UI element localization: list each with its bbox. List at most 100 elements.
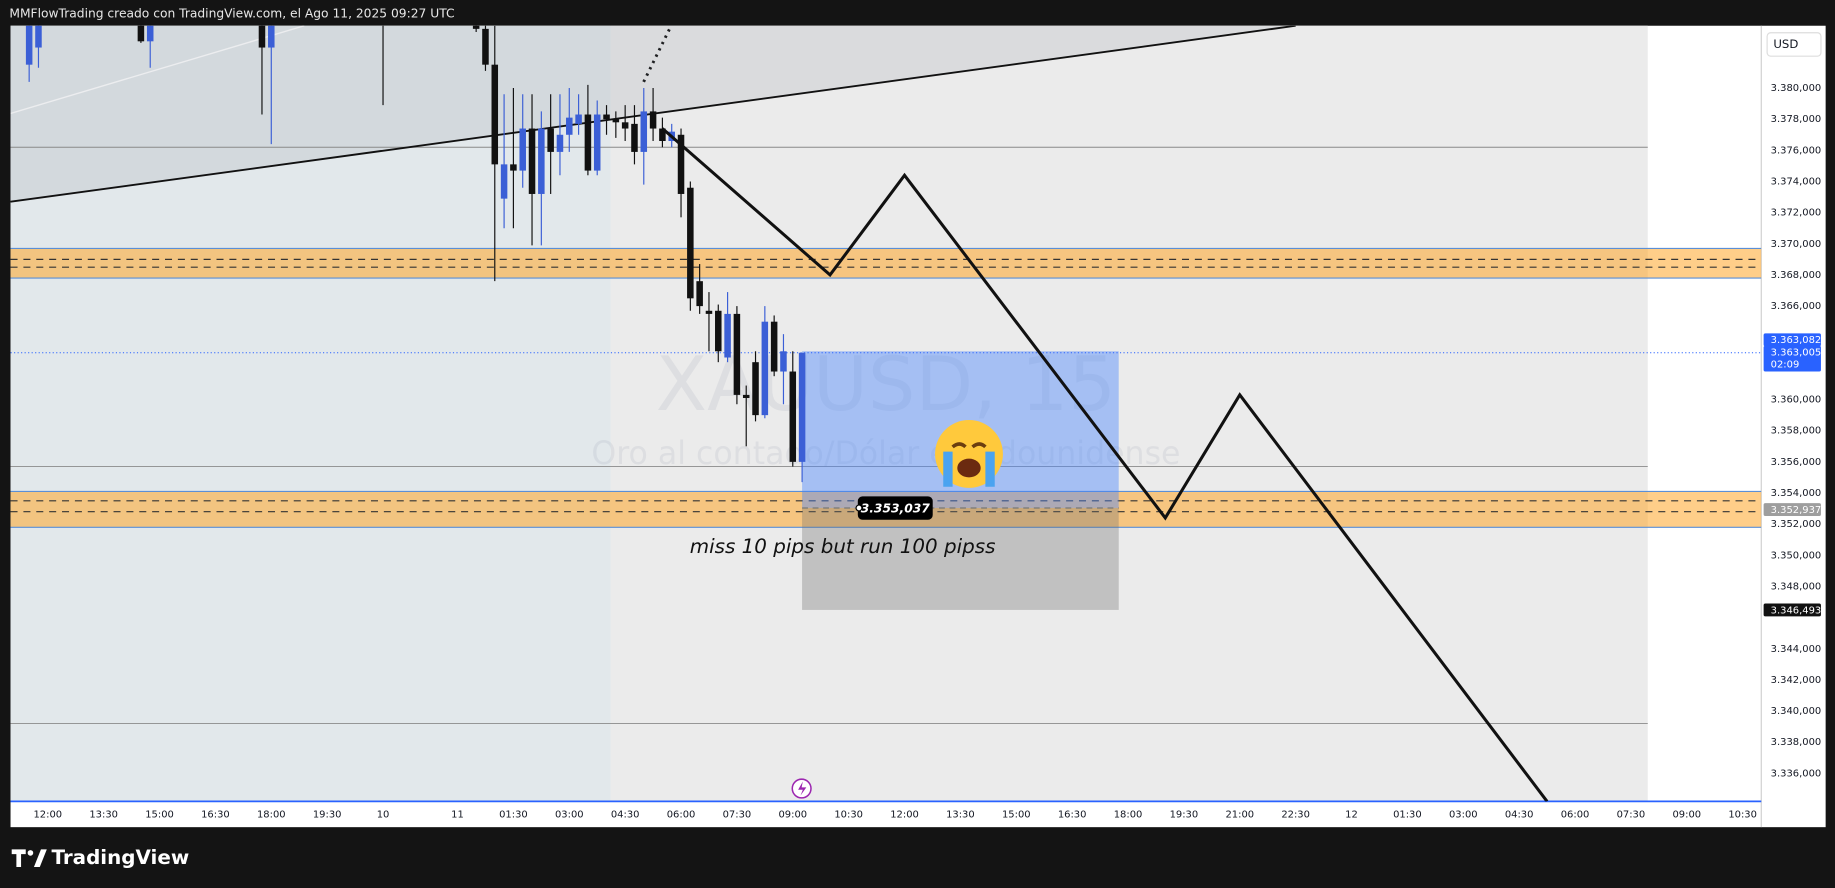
x-tick-label: 09:00 (1672, 809, 1701, 820)
candle-body (500, 164, 508, 199)
candle-body (528, 128, 536, 194)
candle-body (584, 114, 592, 171)
candle-body (761, 321, 769, 416)
candle-body (724, 313, 731, 358)
x-tick-label: 01:30 (1393, 809, 1422, 820)
candle-body (268, 25, 275, 48)
price-label: 3.363,005 (1771, 348, 1822, 359)
candle-body (705, 310, 713, 314)
candle-body (510, 164, 517, 171)
candle-body (547, 128, 554, 152)
y-tick-label: 3.354,000 (1771, 488, 1822, 499)
x-tick-label: 12 (1345, 809, 1358, 820)
candle-body (566, 117, 573, 135)
note: miss 10 pips but run 100 pipss (690, 535, 996, 558)
x-tick-label: 16:30 (201, 809, 230, 820)
y-tick-label: 3.368,000 (1771, 270, 1822, 281)
x-tick-label: 10 (377, 809, 390, 820)
y-tick-label: 3.350,000 (1771, 550, 1822, 561)
x-tick-label: 21:00 (1225, 809, 1254, 820)
candle-body (677, 134, 685, 194)
entry-label-bg (857, 496, 933, 520)
y-tick-label: 3.360,000 (1771, 395, 1822, 406)
candle-body (25, 25, 33, 65)
y-tick-label: 3.336,000 (1771, 768, 1822, 779)
zone (10, 248, 1762, 279)
candle-body (640, 111, 648, 152)
x-tick-label: 22:30 (1281, 809, 1310, 820)
candle-body (612, 119, 620, 123)
stop-box (802, 508, 1119, 610)
x-tick-label: 13:30 (946, 809, 975, 820)
x-tick-label: 19:30 (1170, 809, 1199, 820)
projection-path (661, 127, 1549, 802)
x-tick-label: 19:30 (313, 809, 342, 820)
x-tick-label: 11 (451, 809, 464, 820)
x-tick-label: 04:30 (1505, 809, 1534, 820)
price-label: 3.352,937 (1771, 505, 1822, 516)
x-tick-label: 18:00 (1114, 809, 1143, 820)
candle-body (575, 114, 582, 124)
x-tick-label: 04:30 (611, 809, 640, 820)
candle-body (649, 111, 657, 129)
y-tick-label: 3.380,000 (1771, 83, 1822, 94)
candle-body (696, 281, 703, 307)
x-tick-label: 01:30 (499, 809, 528, 820)
price-label: 3.346,493 (1771, 605, 1822, 616)
brand-logo (11, 849, 47, 867)
session-bg (10, 25, 611, 802)
price-label-bg (1763, 345, 1821, 372)
countdown: 02:09 (1771, 359, 1800, 370)
price-label-bg (1763, 503, 1821, 517)
x-tick-label: 18:00 (257, 809, 286, 820)
x-tick-label: 03:00 (1449, 809, 1478, 820)
y-tick-label: 3.372,000 (1771, 208, 1822, 219)
price-label-bg (1763, 333, 1821, 347)
candle-body (556, 134, 564, 152)
currency: USD (1773, 37, 1798, 51)
x-tick-label: 07:30 (723, 809, 752, 820)
session-bg (610, 25, 1648, 802)
y-tick-label: 3.348,000 (1771, 581, 1822, 592)
candle-body (538, 128, 545, 194)
x-tick-label: 12:00 (33, 809, 62, 820)
header-text: MMFlowTrading creado con TradingView.com… (9, 7, 454, 21)
candle-body (631, 123, 638, 152)
x-tick-label: 10:30 (834, 809, 863, 820)
candle-body (780, 351, 787, 372)
x-tick-label: 10:30 (1728, 809, 1757, 820)
candle-body (733, 313, 741, 395)
x-tick-label: 09:00 (778, 809, 807, 820)
candle-body (621, 122, 629, 129)
x-tick-label: 06:00 (1561, 809, 1590, 820)
y-tick-label: 3.340,000 (1771, 706, 1822, 717)
x-tick-label: 07:30 (1617, 809, 1646, 820)
candle-body (482, 28, 489, 65)
event-icon (798, 781, 807, 796)
x-tick-label: 16:30 (1058, 809, 1087, 820)
y-tick-label: 3.338,000 (1771, 737, 1822, 748)
candle-body (146, 25, 154, 42)
y-tick-label: 3.344,000 (1771, 644, 1822, 655)
x-tick-label: 06:00 (667, 809, 696, 820)
overlay: USD TradingView miss 10 pips but run 100… (11, 32, 1822, 869)
candle-body (137, 25, 145, 42)
candle-body (752, 362, 759, 416)
brand: TradingView (51, 846, 189, 869)
x-tick-label: 15:00 (1002, 809, 1031, 820)
y-tick-label: 3.342,000 (1771, 675, 1822, 686)
drawing-dots (642, 28, 671, 83)
y-tick-label: 3.356,000 (1771, 457, 1822, 468)
candle-body (715, 310, 722, 352)
entry-label: 3.353,037 (861, 502, 931, 516)
currency-box (1766, 32, 1822, 57)
candle-body (258, 25, 266, 48)
candle-body (593, 114, 601, 171)
x-tick-label: 12:00 (890, 809, 919, 820)
entry-handle (855, 504, 863, 512)
y-tick-label: 3.358,000 (1771, 426, 1822, 437)
candle-body (603, 114, 610, 120)
candle-body (35, 25, 42, 48)
y-tick-label: 3.370,000 (1771, 239, 1822, 250)
